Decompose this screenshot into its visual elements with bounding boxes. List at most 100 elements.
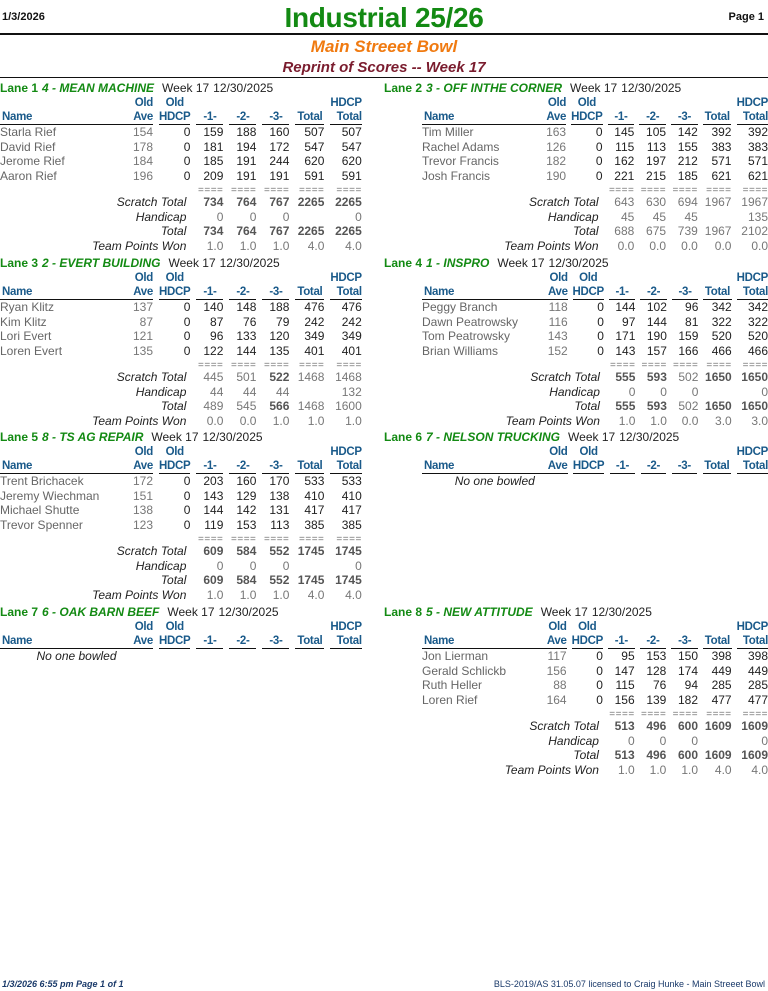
- game-3-score: 188: [269, 300, 290, 314]
- bowler-handicap: 0: [183, 517, 191, 532]
- separator-mark: ====: [706, 360, 732, 371]
- scores-table: Old Old HDCP Name Ave HDCP -1- -2- -3- Total Total…: [422, 620, 768, 777]
- summary-value: 3.0: [715, 413, 732, 428]
- summary-label: Team Points Won: [504, 762, 599, 777]
- game-1-score: 156: [614, 692, 635, 707]
- scores-table: Old Old HDCP Name Ave HDCP -1- -2- -3- Total Total…: [422, 445, 768, 489]
- header-spacer: [196, 620, 223, 634]
- game-3-score: 81: [685, 314, 699, 329]
- cell-spacer: [0, 532, 125, 544]
- summary-label: Scratch Total: [530, 370, 600, 384]
- summary-value: 600: [678, 719, 699, 733]
- game-2-score: 113: [646, 139, 667, 154]
- separator-row: ==== ==== ==== ==== ====: [422, 707, 768, 720]
- summary-value: 1650: [705, 399, 732, 413]
- col-game-2: -2-: [229, 110, 257, 125]
- bowler-row: Aaron Rief 196 0 209 191 191 591 591: [0, 169, 362, 184]
- lane-number: Lane 3: [0, 256, 39, 270]
- bowler-name: Dawn Peatrowsky: [422, 314, 519, 329]
- no-bowlers-message: No one bowled: [36, 649, 117, 663]
- game-3-score: 131: [269, 503, 290, 517]
- summary-label: Handicap: [547, 209, 599, 224]
- col-game-2: -2-: [639, 110, 667, 125]
- summary-value: [703, 210, 732, 225]
- bowler-name: Jon Lierman: [422, 649, 489, 663]
- handicap-total: 507: [341, 125, 362, 139]
- bowler-row: Tom Peatrowsky 143 0 171 190 159 520 520: [422, 329, 768, 344]
- game-3-score: 150: [678, 649, 699, 663]
- game-2-score: 188: [236, 125, 257, 139]
- col-hdcp-total: Total: [330, 110, 362, 125]
- summary-value: 609: [203, 573, 224, 587]
- summary-value: 545: [236, 399, 257, 413]
- game-1-score: 97: [622, 314, 636, 329]
- summary-value: 1.0: [307, 413, 325, 428]
- scores-table: Old Old HDCP Name Ave HDCP -1- -2- -3- Total Total…: [0, 96, 362, 253]
- col-hdcp-total: Total: [330, 459, 362, 474]
- summary-label: Scratch Total: [528, 195, 599, 209]
- header-spacer: [229, 271, 256, 285]
- summary-value: 0: [628, 384, 636, 399]
- team-name: 2 - EVERT BUILDING: [42, 256, 161, 270]
- team-points-row: Team Points Won 1.0 1.0 1.0 4.0 4.0: [0, 239, 362, 254]
- game-2-score: 215: [646, 168, 667, 183]
- header-spacer: [671, 96, 698, 110]
- bowler-row: Jon Lierman 117 0 95 153 150 398 398: [422, 649, 768, 664]
- bowler-handicap: 0: [596, 678, 603, 692]
- summary-value: 4.0: [714, 762, 732, 777]
- col-game-2: -2-: [229, 285, 257, 300]
- handicap-total: 285: [747, 678, 768, 692]
- col-old-ave-top: Old: [547, 97, 567, 109]
- header-spacer: [229, 620, 256, 634]
- separator-mark: ====: [198, 534, 224, 545]
- header-spacer: [196, 445, 223, 459]
- col-ave: Ave: [125, 110, 153, 125]
- header-spacer: [196, 271, 223, 285]
- summary-value: 496: [646, 748, 667, 762]
- bowler-name: Trent Brichacek: [0, 474, 84, 488]
- summary-value: 0: [355, 558, 362, 573]
- header-spacer: [672, 271, 699, 285]
- summary-value: 0: [282, 558, 290, 573]
- bowler-average: 137: [132, 300, 153, 314]
- team-name: 8 - TS AG REPAIR: [42, 430, 144, 444]
- report-title: Industrial 25/26: [284, 2, 484, 33]
- summary-value: 45: [652, 209, 667, 224]
- game-1-score: 140: [203, 300, 224, 314]
- series-total: 322: [711, 314, 732, 329]
- separator-mark: ====: [673, 360, 699, 371]
- col-old-hdcp-top: Old: [579, 272, 598, 284]
- summary-value: 764: [236, 195, 257, 209]
- week-label: Week 17: [168, 256, 216, 270]
- bowl-date: 12/30/2025: [219, 256, 280, 270]
- summary-value: 1609: [704, 748, 732, 762]
- separator-mark: ====: [672, 709, 699, 720]
- col-hdcp: HDCP: [572, 286, 604, 300]
- bowler-average: 178: [132, 139, 153, 154]
- team-points-row: Team Points Won 0.0 0.0 1.0 1.0 1.0: [0, 414, 362, 429]
- bowler-average: 163: [546, 125, 567, 139]
- cell-spacer: [573, 358, 604, 370]
- summary-value: 2102: [741, 224, 768, 238]
- col-old-hdcp-top: Old: [165, 621, 185, 633]
- col-total: Total: [295, 111, 325, 125]
- col-game-1: -1-: [609, 459, 636, 474]
- summary-value: 1.0: [649, 762, 667, 777]
- cell-spacer: [159, 532, 190, 544]
- handicap-row: Handicap 44 44 44 132: [0, 385, 362, 400]
- header-spacer: [262, 620, 289, 634]
- bowler-name: Loren Rief: [422, 692, 478, 707]
- handicap-total: 466: [747, 343, 768, 358]
- header-spacer: [0, 445, 125, 459]
- summary-label: Scratch Total: [529, 719, 599, 733]
- summary-value: 3.0: [751, 413, 768, 428]
- bowl-date: 12/30/2025: [619, 430, 680, 444]
- summary-value: 767: [269, 195, 290, 209]
- game-2-score: 144: [236, 343, 257, 358]
- team-name: 7 - NELSON TRUCKING: [426, 430, 561, 444]
- game-1-score: 144: [615, 300, 636, 314]
- handicap-total: 242: [341, 314, 362, 329]
- bowler-handicap: 0: [596, 649, 603, 663]
